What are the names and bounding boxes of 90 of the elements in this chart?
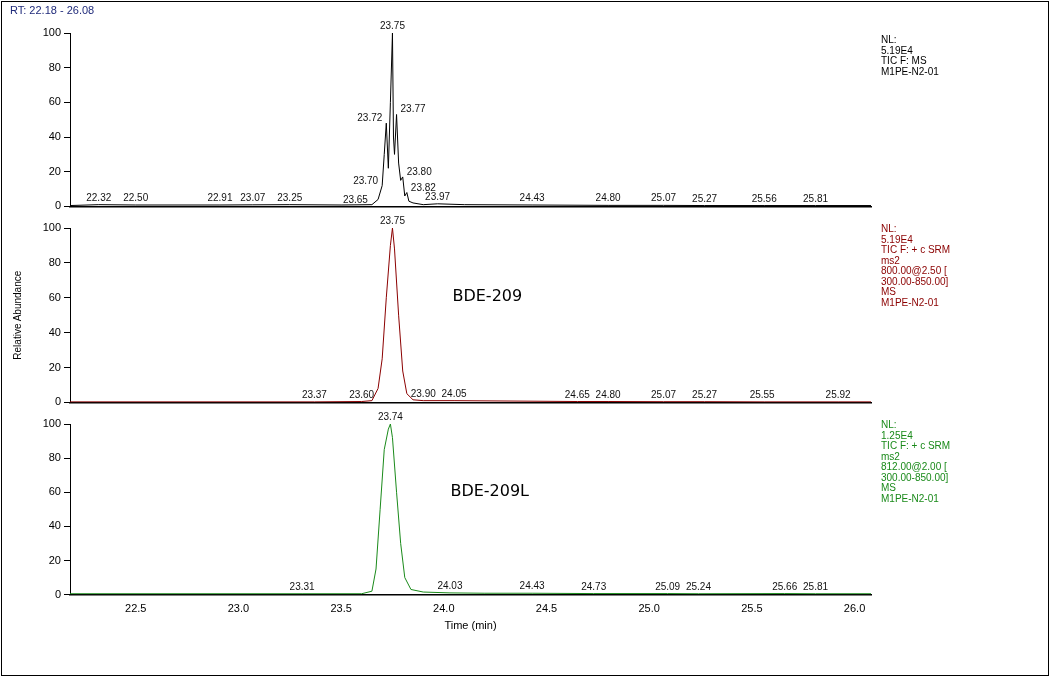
- x-tick-label: 26.0: [843, 602, 866, 615]
- text: MS: [881, 286, 897, 297]
- text: 5.19E4: [881, 44, 914, 56]
- y-tick-label: 20: [48, 164, 61, 177]
- annotation: 23.72: [357, 112, 383, 124]
- chart-title: RT: 22.18 - 26.08: [10, 4, 95, 16]
- annotation: 24.03: [437, 579, 463, 591]
- x-axis-title: Time (min): [444, 619, 497, 632]
- annotation: 25.55: [749, 388, 776, 400]
- annotation: 25.09: [655, 580, 681, 592]
- y-axis-title: Relative Abundance: [11, 270, 23, 360]
- text: 1.25E4: [881, 429, 914, 441]
- annotation: 23.75: [379, 20, 406, 31]
- y-tick-label: 100: [42, 221, 61, 234]
- text: M1PE-N2-01: [881, 296, 940, 308]
- annotation: 25.24: [685, 580, 712, 592]
- annotation: 24.80: [595, 192, 622, 204]
- text: 5.19E4: [881, 233, 914, 245]
- annotation: 25.81: [803, 580, 829, 592]
- text: BDE-209L: [450, 480, 530, 500]
- text: TIC F: + c SRM: [881, 440, 951, 451]
- text: 800.00@2.50 [: [881, 265, 947, 276]
- text: NL:: [881, 419, 897, 430]
- x-tick-label: 23.5: [330, 602, 352, 615]
- x-tick-label: 24.0: [433, 602, 455, 615]
- annotation: 23.37: [301, 388, 328, 400]
- y-tick-label: 40: [48, 519, 61, 532]
- y-tick-label: 80: [48, 255, 61, 268]
- text: NL:: [881, 223, 897, 234]
- annotation: 22.91: [207, 192, 233, 204]
- y-tick-label: 0: [54, 395, 61, 408]
- y-tick-label: 60: [48, 95, 61, 108]
- y-tick-label: 100: [42, 26, 61, 39]
- annotation: 23.70: [353, 174, 379, 186]
- text: 812.00@2.00 [: [881, 461, 947, 472]
- annotation: 24.43: [519, 192, 546, 204]
- y-tick-label: 60: [48, 290, 61, 303]
- y-tick-label: 60: [48, 485, 61, 498]
- annotation: 23.74: [377, 411, 404, 422]
- annotation: 23.97: [425, 190, 451, 202]
- text: M1PE-N2-01: [881, 492, 940, 504]
- x-tick-label: 22.5: [125, 602, 147, 615]
- y-tick-label: 20: [48, 360, 61, 373]
- y-tick-label: 0: [54, 199, 61, 212]
- annotation: 25.07: [651, 192, 677, 204]
- text: TIC F: + c SRM: [881, 244, 951, 255]
- annotation: 24.05: [441, 387, 468, 399]
- annotation: 25.27: [692, 192, 718, 204]
- annotation: 23.75: [379, 215, 406, 226]
- x-tick-label: 23.0: [227, 602, 250, 615]
- annotation: 22.32: [86, 191, 112, 203]
- text: ms2: [881, 254, 901, 266]
- annotation: 24.43: [519, 580, 546, 592]
- annotation: 23.31: [289, 580, 316, 592]
- annotation: 23.77: [400, 103, 427, 115]
- y-tick-label: 40: [48, 325, 61, 338]
- x-tick-label: 25.0: [638, 602, 660, 615]
- x-tick-label: 24.5: [535, 602, 558, 615]
- y-tick-label: 0: [54, 587, 61, 600]
- y-tick-label: 80: [48, 60, 61, 73]
- y-tick-label: 80: [48, 451, 61, 464]
- annotation: 24.73: [581, 580, 607, 592]
- text: 300.00-850.00]: [881, 471, 949, 483]
- annotation: 23.25: [277, 191, 303, 203]
- annotation: 25.66: [772, 580, 798, 592]
- text: NL:: [881, 34, 897, 45]
- annotation: 23.82: [410, 181, 437, 193]
- y-tick-label: 20: [48, 553, 61, 566]
- text: 300.00-850.00]: [881, 275, 949, 287]
- y-tick-label: 100: [42, 417, 61, 430]
- annotation: 23.80: [406, 165, 433, 177]
- annotation: 25.07: [651, 388, 677, 400]
- text: MS: [881, 482, 897, 493]
- annotation: 25.56: [751, 192, 778, 204]
- annotation: 23.65: [342, 193, 369, 205]
- y-tick-label: 40: [48, 130, 61, 143]
- text: TIC F: MS: [881, 55, 927, 66]
- text: ms2: [881, 450, 901, 462]
- annotation: 24.65: [564, 388, 591, 400]
- text: M1PE-N2-01: [881, 65, 940, 77]
- annotation: 25.27: [692, 388, 718, 400]
- x-tick-label: 25.5: [741, 602, 763, 615]
- annotation: 23.60: [349, 388, 375, 400]
- annotation: 22.50: [123, 192, 149, 204]
- annotation: 23.90: [410, 387, 437, 399]
- annotation: 25.81: [803, 192, 829, 204]
- annotation: 23.07: [240, 191, 266, 203]
- annotation: 24.80: [595, 388, 622, 400]
- text: BDE-209: [452, 286, 523, 306]
- annotation: 25.92: [825, 388, 852, 400]
